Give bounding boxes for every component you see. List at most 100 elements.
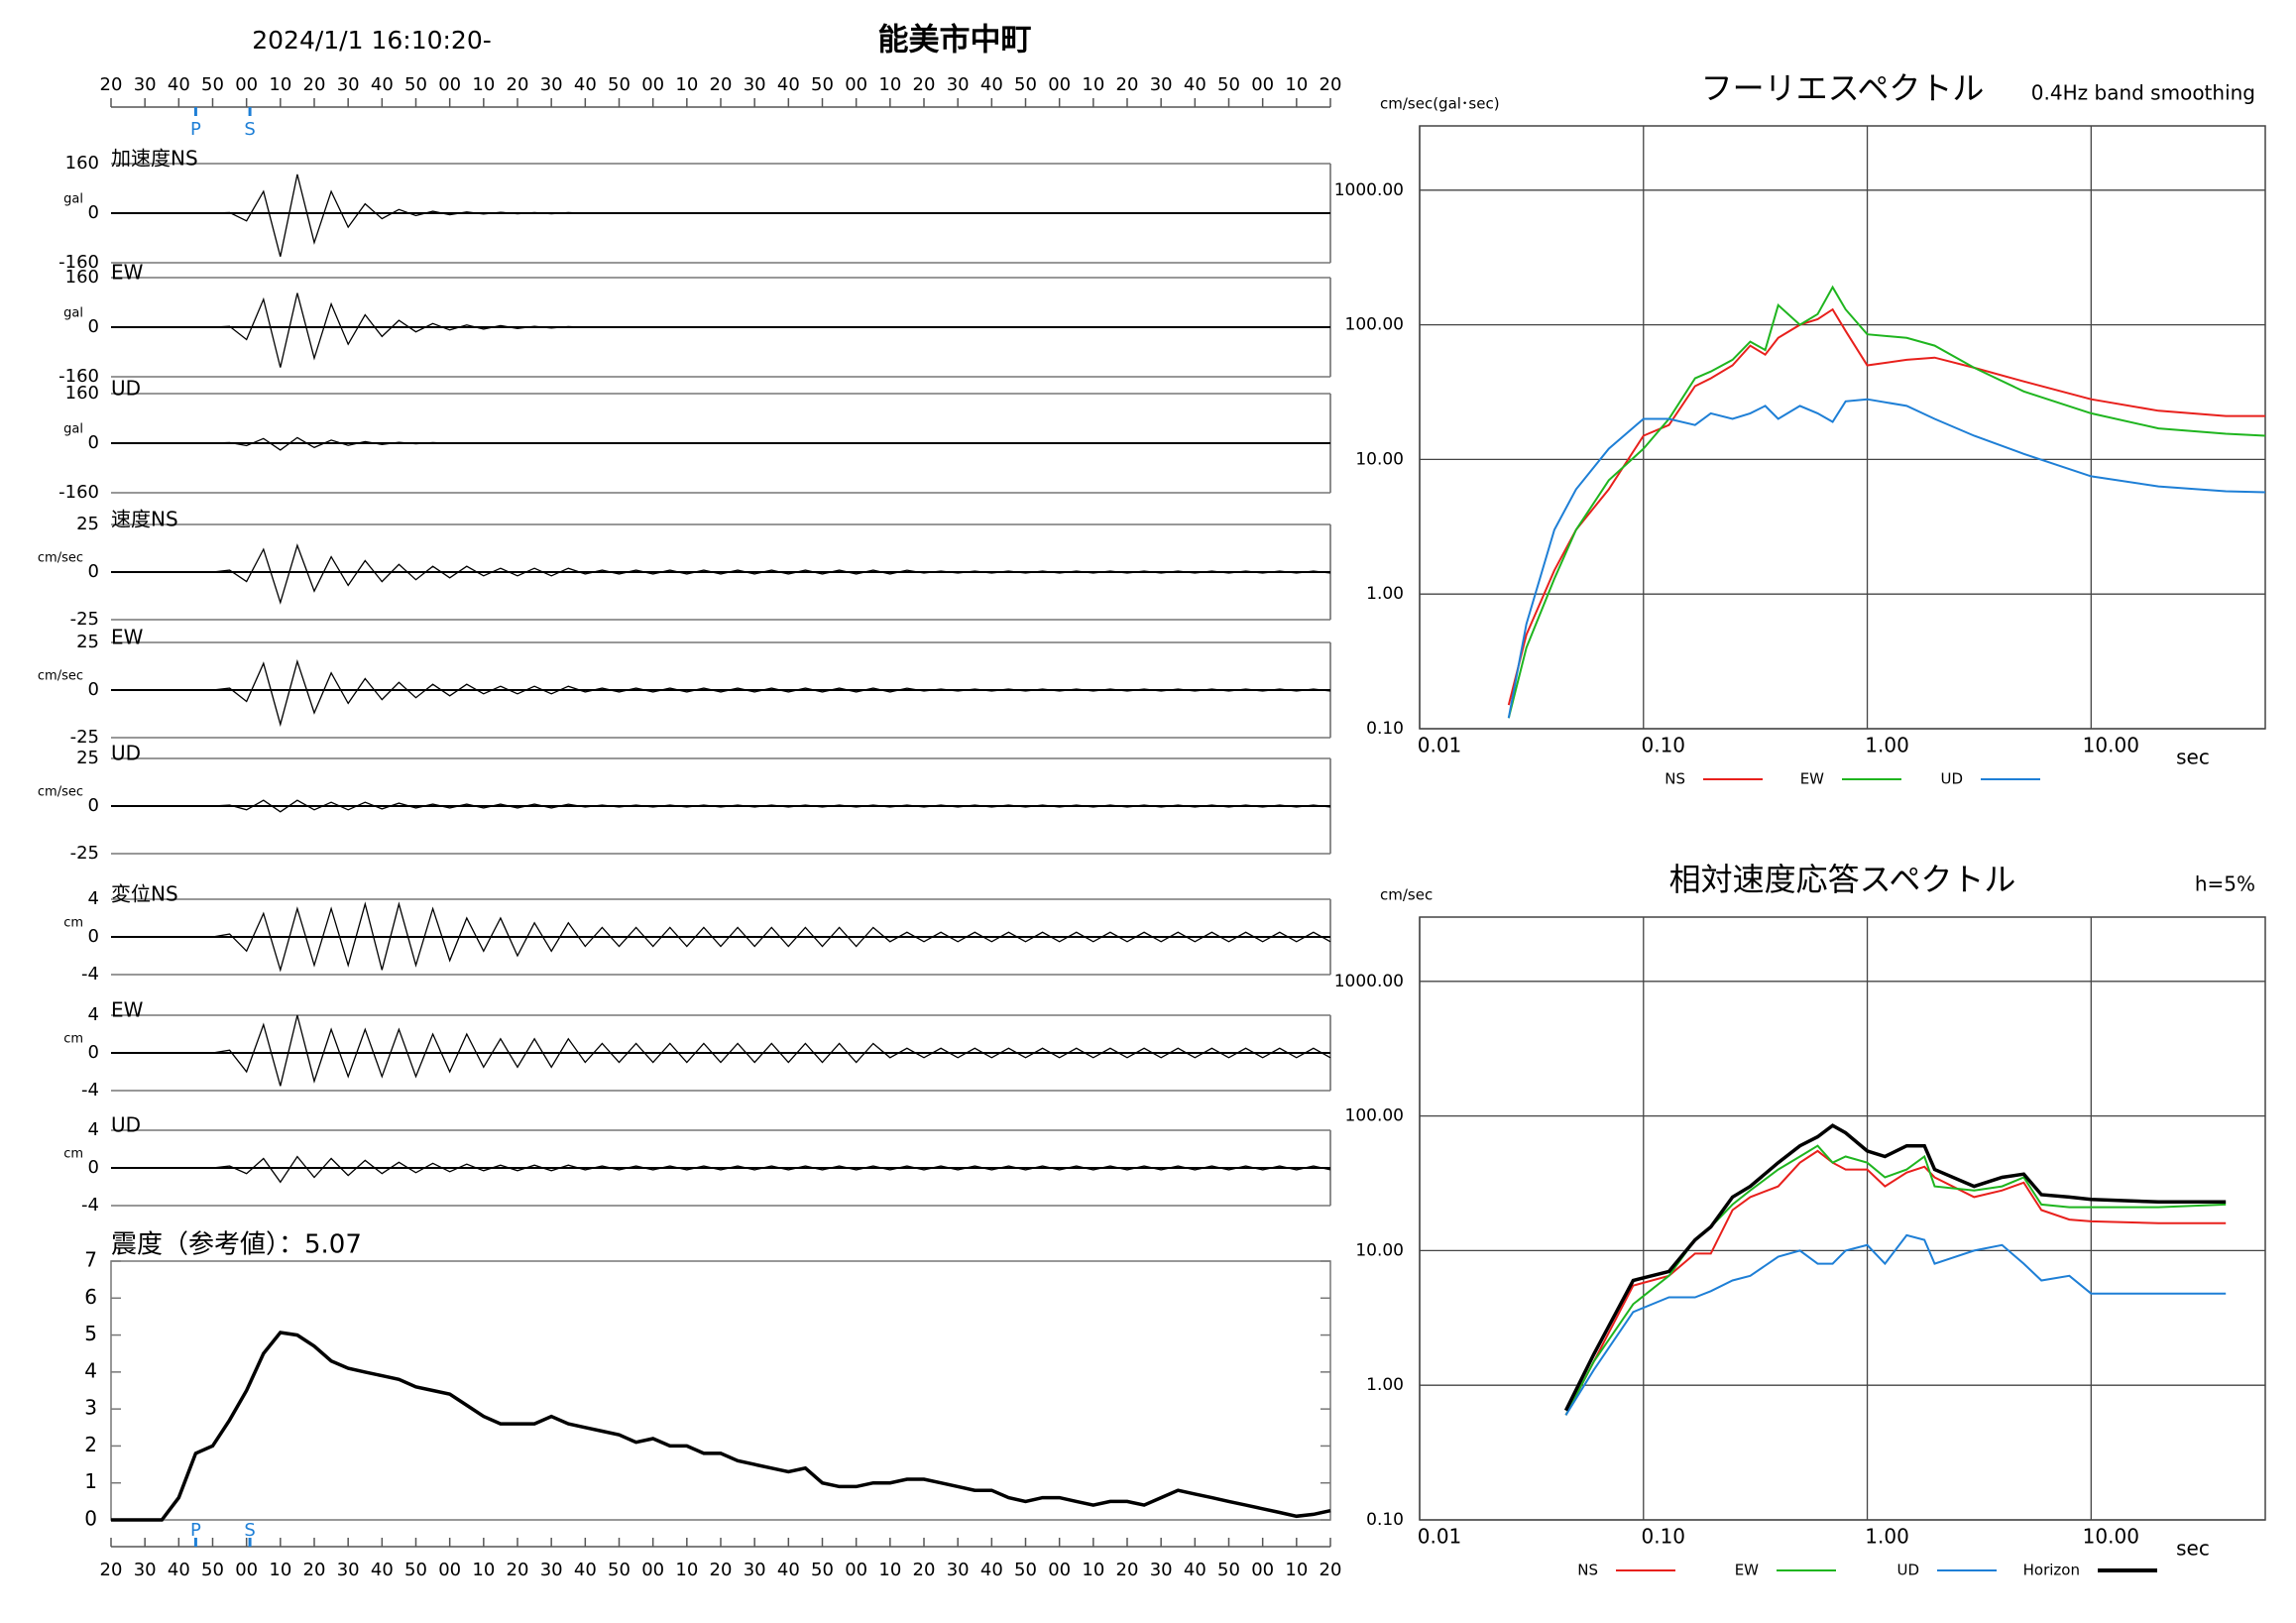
x-tick-label: 10	[878, 74, 901, 95]
x-tick-label: 20	[913, 1560, 936, 1580]
intensity-title: 震度（参考値）：5.07	[111, 1230, 362, 1260]
y-tick-label: 0.10	[1366, 719, 1404, 739]
y-tick-label: -160	[58, 366, 99, 387]
waveform-line	[111, 1155, 1331, 1184]
panel-name: UD	[111, 742, 141, 765]
chart-subtitle: h=5%	[2195, 872, 2255, 896]
unit-label: gal	[63, 306, 83, 321]
x-tick-label: 40	[574, 74, 597, 95]
x-tick-label: 20	[1320, 74, 1342, 95]
y-tick-label: 5	[84, 1322, 97, 1345]
x-tick-label: 20	[710, 1560, 733, 1580]
x-tick-label: 20	[303, 1560, 326, 1580]
x-tick-label: 10	[269, 74, 291, 95]
x-tick-label: 50	[811, 1560, 834, 1580]
x-tick-label: 00	[845, 1560, 867, 1580]
panel-name: 速度NS	[111, 508, 178, 531]
panel-name: EW	[111, 998, 144, 1022]
y-tick-label: -160	[58, 482, 99, 503]
x-tick-label: 10	[472, 74, 495, 95]
x-axis-label: sec	[2176, 746, 2210, 769]
y-tick-label: 0.10	[1366, 1510, 1404, 1530]
phase-label: S	[244, 1520, 255, 1541]
y-tick-label: -25	[70, 609, 99, 630]
y-tick-label: 160	[65, 383, 99, 404]
y-tick-label: 100.00	[1345, 315, 1404, 335]
unit-label: cm/sec	[38, 669, 83, 684]
x-tick-label: 40	[574, 1560, 597, 1580]
x-tick-label: 20	[1116, 74, 1139, 95]
x-tick-label: 1.00	[1865, 1525, 1909, 1549]
x-tick-label: 50	[1217, 74, 1240, 95]
unit-label: gal	[63, 422, 83, 437]
x-tick-label: 30	[947, 1560, 970, 1580]
x-tick-label: 30	[134, 1560, 157, 1580]
unit-label: cm/sec	[38, 551, 83, 566]
waveform-line	[111, 901, 1331, 973]
y-tick-label: 0	[88, 1042, 99, 1063]
x-tick-label: 0.01	[1418, 1525, 1462, 1549]
x-tick-label: 50	[201, 74, 224, 95]
waveform-line	[111, 1014, 1331, 1087]
y-tick-label: 6	[84, 1285, 97, 1309]
panel-name: UD	[111, 1113, 141, 1137]
y-tick-label: 100.00	[1345, 1106, 1404, 1126]
x-tick-label: 20	[1320, 1560, 1342, 1580]
y-tick-label: 25	[76, 748, 99, 768]
x-tick-label: 10.00	[2083, 1525, 2139, 1549]
y-tick-label: 0	[88, 679, 99, 700]
y-tick-label: 160	[65, 267, 99, 288]
x-tick-label: 40	[371, 74, 394, 95]
x-tick-label: 40	[371, 1560, 394, 1580]
x-tick-label: 50	[201, 1560, 224, 1580]
x-tick-label: 50	[608, 1560, 631, 1580]
y-axis-label: cm/sec	[1380, 886, 1433, 904]
x-tick-label: 30	[1150, 74, 1173, 95]
x-tick-label: 30	[1150, 1560, 1173, 1580]
panel-name: 加速度NS	[111, 147, 198, 171]
waveform-line	[111, 658, 1331, 728]
y-tick-label: 1.00	[1366, 1375, 1404, 1395]
record-time: 2024/1/1 16:10:20-	[252, 26, 492, 55]
x-tick-label: 10	[1082, 74, 1104, 95]
y-tick-label: 7	[84, 1248, 97, 1272]
x-tick-label: 00	[1048, 74, 1071, 95]
legend-label: UD	[1940, 770, 1963, 788]
x-tick-label: 30	[540, 1560, 563, 1580]
x-tick-label: 00	[438, 74, 461, 95]
y-tick-label: 0	[88, 926, 99, 947]
x-tick-label: 20	[303, 74, 326, 95]
x-tick-label: 10	[878, 1560, 901, 1580]
waveform-line	[111, 436, 1330, 451]
x-tick-label: 30	[337, 74, 360, 95]
x-tick-label: 00	[1251, 1560, 1274, 1580]
panel-name: EW	[111, 626, 144, 649]
unit-label: cm/sec	[38, 785, 83, 800]
x-tick-label: 00	[641, 74, 664, 95]
station-name: 能美市中町	[878, 23, 1032, 58]
panel-name: 変位NS	[111, 882, 178, 906]
x-tick-label: 00	[1251, 74, 1274, 95]
x-tick-label: 00	[235, 1560, 258, 1580]
y-tick-label: 3	[84, 1396, 97, 1420]
x-tick-label: 00	[1048, 1560, 1071, 1580]
y-tick-label: 0	[84, 1507, 97, 1531]
x-tick-label: 30	[134, 74, 157, 95]
legend-label: NS	[1665, 770, 1685, 788]
legend-label: EW	[1735, 1562, 1759, 1579]
waveform-line	[111, 543, 1331, 605]
y-tick-label: 0	[88, 316, 99, 337]
x-tick-label: 00	[641, 1560, 664, 1580]
y-tick-label: -4	[81, 1195, 99, 1216]
x-tick-label: 40	[1184, 1560, 1206, 1580]
x-axis-label: sec	[2176, 1537, 2210, 1561]
chart-subtitle: 0.4Hz band smoothing	[2031, 81, 2255, 105]
x-tick-label: 50	[1014, 1560, 1037, 1580]
phase-label: S	[244, 119, 255, 140]
y-tick-label: -160	[58, 252, 99, 273]
y-tick-label: -25	[70, 843, 99, 864]
x-tick-label: 40	[168, 74, 190, 95]
x-tick-label: 20	[100, 74, 123, 95]
x-tick-label: 50	[608, 74, 631, 95]
